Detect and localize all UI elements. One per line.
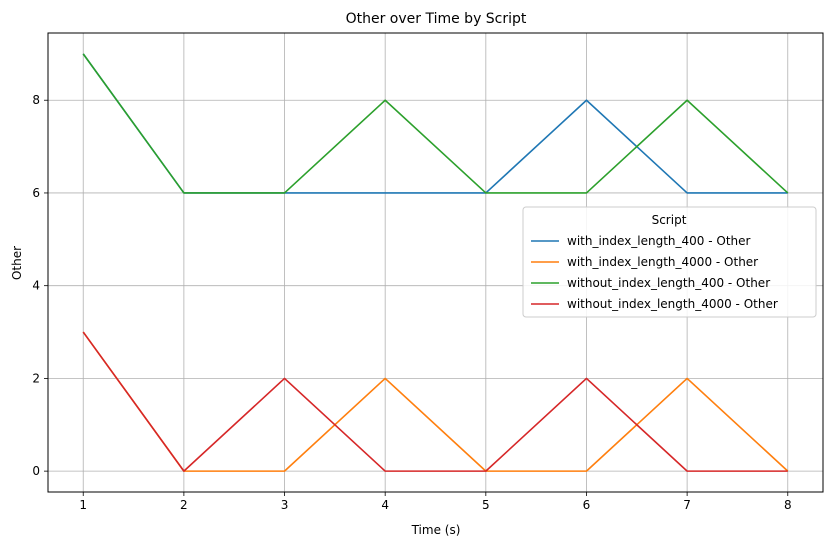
chart-title: Other over Time by Script xyxy=(346,11,527,27)
legend-item-label: with_index_length_400 - Other xyxy=(567,234,751,248)
legend-item-label: without_index_length_4000 - Other xyxy=(567,297,778,311)
y-tick-label: 6 xyxy=(32,186,40,200)
series-line-4 xyxy=(82,331,788,472)
legend-box xyxy=(522,206,817,318)
y-tick-label: 0 xyxy=(32,464,40,478)
legend-item-label: with_index_length_4000 - Other xyxy=(567,255,758,269)
x-tick-label: 7 xyxy=(683,498,691,512)
legend: Script with_index_length_400 - Other with… xyxy=(522,206,817,318)
series-line-1 xyxy=(82,53,788,194)
series-line-3 xyxy=(82,53,789,194)
series-line-2 xyxy=(82,331,789,472)
legend-title: Script xyxy=(652,213,687,227)
y-tick-label: 2 xyxy=(32,371,40,385)
series-lines xyxy=(82,53,789,472)
x-tick-label: 4 xyxy=(381,498,389,512)
x-tick-label: 1 xyxy=(79,498,87,512)
axis-ticks: 1 2 3 4 5 6 7 8 0 2 4 6 8 xyxy=(32,93,791,512)
y-tick-label: 8 xyxy=(32,93,40,107)
x-axis-label: Time (s) xyxy=(411,523,461,537)
x-tick-label: 3 xyxy=(281,498,289,512)
y-axis-label: Other xyxy=(10,246,24,280)
x-tick-label: 5 xyxy=(482,498,490,512)
y-tick-label: 4 xyxy=(32,279,40,293)
plot-frame xyxy=(47,32,824,493)
x-tick-label: 2 xyxy=(180,498,188,512)
legend-item-label: without_index_length_400 - Other xyxy=(567,276,770,290)
x-tick-label: 8 xyxy=(784,498,792,512)
x-tick-label: 6 xyxy=(583,498,591,512)
